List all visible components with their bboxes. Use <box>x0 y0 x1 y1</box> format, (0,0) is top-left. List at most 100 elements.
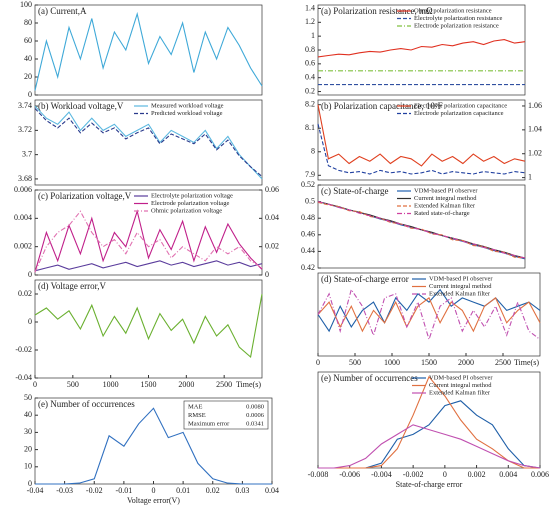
stats-label: MAE <box>188 403 202 410</box>
y-tick-label: 0 <box>28 90 32 99</box>
x-tick-label: 2000 <box>458 358 474 367</box>
series-line <box>34 11 263 91</box>
y-tick-label: 0.004 <box>14 213 32 222</box>
series-line <box>318 375 540 469</box>
y-tick-label: 1.4 <box>305 3 315 12</box>
y-tick-label: 0.006 <box>14 185 32 194</box>
panel-title: (c) State-of-charge <box>321 186 389 196</box>
x-tick-label: -0.002 <box>403 470 424 479</box>
x-tick-label: 0.03 <box>235 486 249 495</box>
x-axis-label: Time(s) <box>236 380 261 389</box>
x-tick-label: 2500 <box>216 380 232 389</box>
x-tick-label: 0.004 <box>499 470 517 479</box>
legend-label: Extended Kalman filter <box>429 389 491 396</box>
x-axis-label: State-of-charge error <box>396 480 463 489</box>
plot-frame <box>34 99 263 186</box>
y2-tick-label: 0.02 <box>265 241 279 250</box>
y-tick-label: 0.44 <box>301 246 315 255</box>
series-line <box>34 108 263 177</box>
legend-label: Ohmic polarization voltage <box>151 207 222 214</box>
panel-title: (e) Number of occurrences <box>321 373 418 383</box>
x-tick-label: 1500 <box>421 358 437 367</box>
y-tick-label: 40 <box>24 54 32 63</box>
legend-label: Extended Kalman filter <box>429 290 491 297</box>
y-tick-label: 30 <box>24 427 32 436</box>
x-tick-label: 500 <box>67 380 79 389</box>
y2-tick-label: 1.02 <box>528 149 542 158</box>
y-tick-label: 3.68 <box>18 174 32 183</box>
x-tick-label: 0 <box>443 470 447 479</box>
y2-tick-label: 0 <box>265 270 269 279</box>
x-tick-label: 0 <box>316 358 320 367</box>
y-tick-label: -0.02 <box>15 345 32 354</box>
y-tick-label: 8 <box>311 147 315 156</box>
y-tick-label: 1 <box>311 31 315 40</box>
x-tick-label: 1500 <box>141 380 157 389</box>
y-tick-label: 7.9 <box>305 170 315 179</box>
x-tick-label: 0.01 <box>176 486 190 495</box>
plot-frame <box>317 371 541 469</box>
y-tick-label: 0.48 <box>301 213 315 222</box>
panel-title: (d) State-of-charge error <box>321 274 409 284</box>
stats-box <box>183 400 269 430</box>
stats-label: RMSE <box>188 412 206 419</box>
series-line <box>34 260 263 272</box>
x-tick-label: 0 <box>33 380 37 389</box>
y-tick-label: 1.2 <box>305 17 315 26</box>
panel-title: (a) Polarization resistance, mΩ <box>321 6 433 16</box>
y-tick-label: 0.42 <box>301 263 315 272</box>
y-tick-label: 8.2 <box>305 100 315 109</box>
series-line <box>317 201 526 259</box>
y-tick-label: 0 <box>28 317 32 326</box>
stats-label: Maximum error <box>188 420 230 427</box>
legend-label: VDM-based PI observer <box>429 374 493 381</box>
series-line <box>317 104 526 167</box>
series-line <box>318 400 541 469</box>
x-tick-label: 2000 <box>178 380 194 389</box>
x-tick-label: 500 <box>349 358 361 367</box>
x-tick-label: 0.02 <box>206 486 220 495</box>
series-line <box>317 288 541 342</box>
stats-value: 0.0006 <box>246 412 265 419</box>
x-tick-label: 1000 <box>103 380 119 389</box>
legend-label: Current integral method <box>414 195 477 202</box>
series-line <box>34 210 263 273</box>
legend-label: VDM-based PI observer <box>429 275 493 282</box>
y-tick-label: 80 <box>24 18 32 27</box>
x-tick-label: -0.04 <box>27 486 44 495</box>
legend-label: Electrode polarization resistance <box>414 22 499 29</box>
y-tick-label: 100 <box>20 0 32 9</box>
y2-tick-label: 1.06 <box>528 101 542 110</box>
panel-title: (b) Workload voltage,V <box>38 101 124 111</box>
y-tick-label: 0 <box>28 270 32 279</box>
series-line <box>318 424 541 469</box>
plot-frame <box>317 99 526 181</box>
legend-label: Measured workload voltage <box>151 102 224 109</box>
y-tick-label: 8.1 <box>305 123 315 132</box>
legend-label: VDM-based PI observer <box>414 187 478 194</box>
panel-title: (d) Voltage error,V <box>38 281 107 291</box>
x-tick-label: 1000 <box>384 358 400 367</box>
legend-label: Ohmic polarization resistance <box>414 7 492 14</box>
x-tick-label: 0 <box>152 486 156 495</box>
y-tick-label: 40 <box>24 410 32 419</box>
x-tick-label: -0.02 <box>86 486 103 495</box>
panel-title: (b) Polarization capacitance, 10³F <box>321 101 443 111</box>
y-tick-label: 0.5 <box>305 196 315 205</box>
series-line <box>317 288 541 333</box>
stats-value: 0.0341 <box>246 420 264 427</box>
x-tick-label: 0.006 <box>531 470 549 479</box>
x-tick-label: 0.04 <box>265 486 279 495</box>
legend-label: Electrolyte polarization capacitance <box>414 102 507 109</box>
y-tick-label: 0.002 <box>14 241 32 250</box>
series-line <box>34 105 263 180</box>
y-tick-label: 10 <box>24 462 32 471</box>
legend-label: Electrode polarization capacitance <box>414 110 504 117</box>
y-tick-label: 0.8 <box>305 45 315 54</box>
x-tick-label: -0.006 <box>339 470 360 479</box>
x-tick-label: 0.002 <box>468 470 486 479</box>
y-tick-label: 0.46 <box>301 230 315 239</box>
panel-title: (a) Current,A <box>38 6 87 16</box>
legend-label: Current integral method <box>429 283 492 290</box>
